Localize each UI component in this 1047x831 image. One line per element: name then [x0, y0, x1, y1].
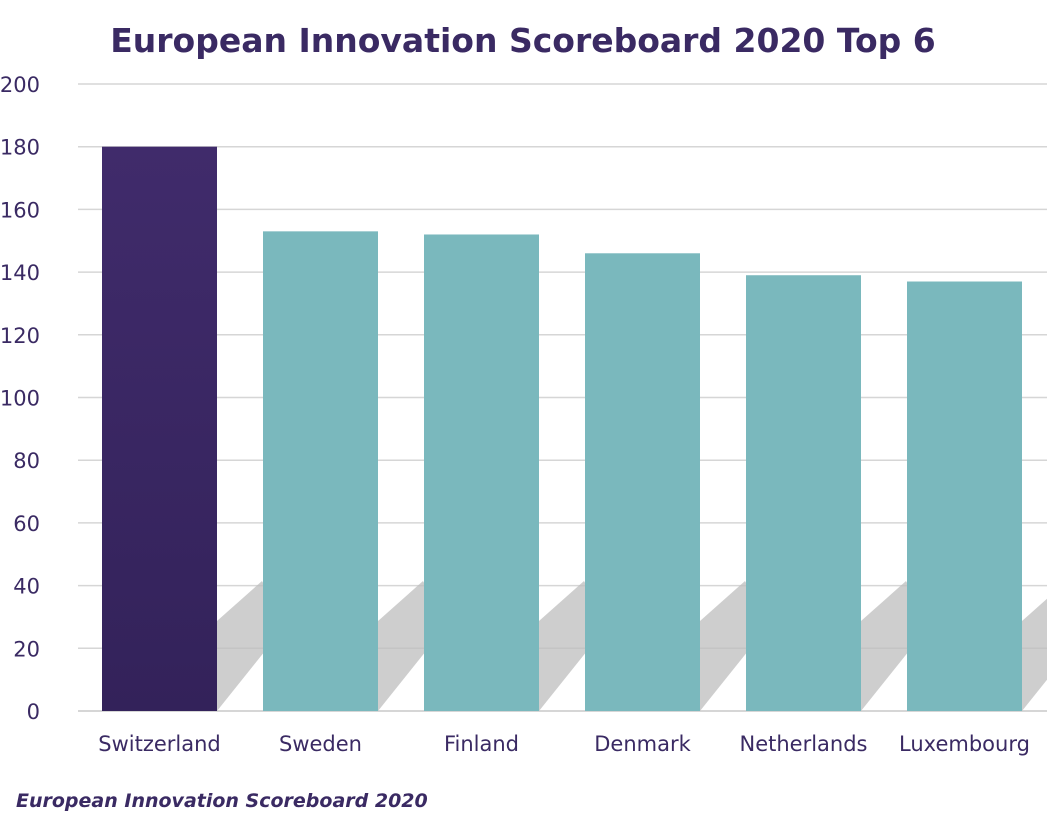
x-axis-labels: Switzerland Sweden Finland Denmark Netherlan…	[98, 732, 1030, 756]
chart-title: European Innovation Scoreboard 2020 Top …	[110, 21, 936, 60]
source-caption: European Innovation Scoreboard 2020	[16, 790, 428, 812]
y-tick-label: 100	[0, 387, 40, 411]
bar-sweden	[263, 231, 378, 711]
bar-shadow	[700, 581, 755, 711]
y-tick-label: 80	[13, 449, 40, 473]
bar-shadow	[1022, 598, 1047, 711]
y-tick-label: 20	[13, 637, 40, 661]
y-tick-label: 160	[0, 198, 40, 222]
bar-luxembourg	[907, 281, 1022, 711]
x-category-label: Denmark	[594, 732, 691, 756]
bar-shadow	[539, 581, 594, 711]
x-category-label: Luxembourg	[899, 732, 1030, 756]
bar-shadows	[217, 581, 1047, 711]
y-tick-label: 120	[0, 324, 40, 348]
y-tick-label: 0	[27, 700, 40, 724]
bars	[102, 146, 1022, 712]
x-category-label: Finland	[444, 732, 519, 756]
bar-shadow	[217, 581, 272, 711]
y-tick-label: 40	[13, 575, 40, 599]
bar-finland	[424, 234, 539, 712]
y-tick-label: 200	[0, 73, 40, 97]
bar-denmark	[585, 253, 700, 712]
y-tick-label: 60	[13, 512, 40, 536]
bar-switzerland	[102, 146, 217, 711]
bar-shadow	[861, 581, 916, 711]
x-category-label: Netherlands	[739, 732, 867, 756]
bar-shadow	[378, 581, 433, 711]
y-tick-label: 180	[0, 136, 40, 160]
x-category-label: Switzerland	[98, 732, 221, 756]
x-category-label: Sweden	[279, 732, 362, 756]
bar-netherlands	[746, 275, 861, 711]
y-tick-label: 140	[0, 261, 40, 285]
y-axis-ticks: 0 20 40 60 80 100 120 140 160 180 200	[0, 73, 40, 724]
